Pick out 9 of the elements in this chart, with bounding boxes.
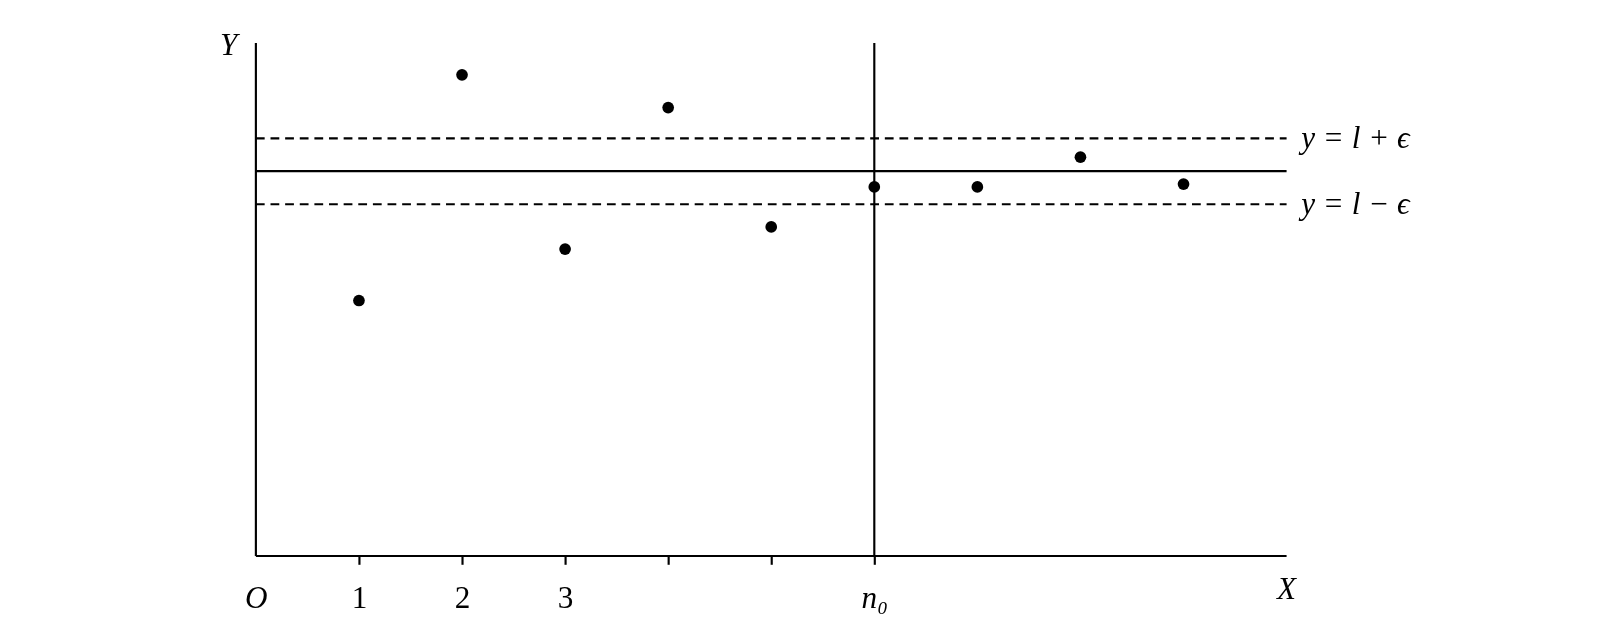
x-tick-label: O bbox=[245, 580, 268, 616]
x-tick-label: 1 bbox=[351, 580, 368, 616]
y-axis-title: Y bbox=[219, 26, 241, 62]
x-tick-label: n₀ bbox=[861, 580, 889, 616]
ref-line-label: y = l − ϵ bbox=[1298, 186, 1411, 222]
x-tick-label: 2 bbox=[454, 580, 471, 616]
ref-line-label: y = l + ϵ bbox=[1298, 120, 1411, 156]
x-axis-title: X bbox=[1275, 570, 1299, 606]
x-tick-label: 3 bbox=[557, 580, 574, 616]
